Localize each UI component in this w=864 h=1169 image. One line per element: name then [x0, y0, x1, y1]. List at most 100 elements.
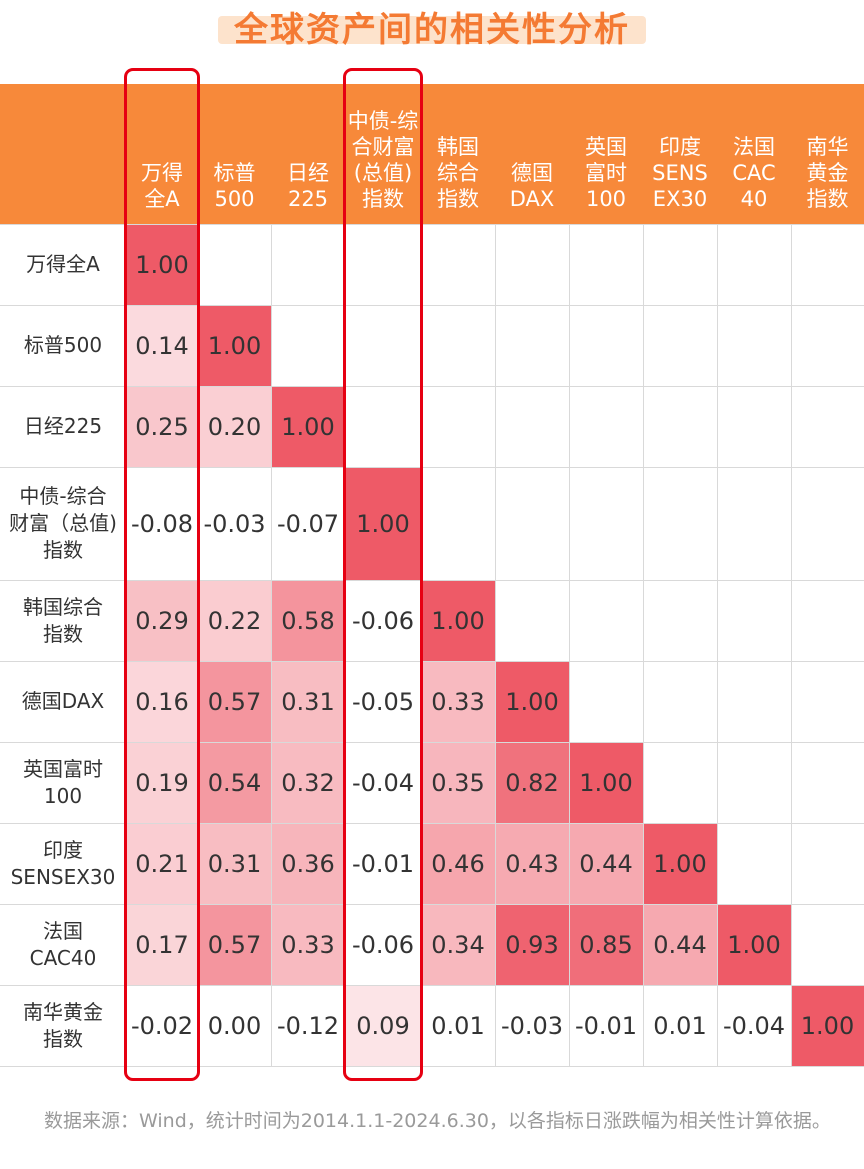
heatmap-cell: -0.03: [500, 1011, 564, 1040]
grid-line-horizontal: [0, 661, 864, 662]
heatmap-cell: 0.21: [126, 823, 198, 904]
heatmap-cell: 0.46: [421, 823, 495, 904]
heatmap-cell: -0.06: [351, 606, 415, 635]
column-header-line: 全A: [144, 187, 180, 211]
row-header: 印度 SENSEX30: [0, 823, 126, 904]
column-header-line: 指数: [362, 187, 404, 211]
column-header-line: (总值): [353, 161, 413, 185]
column-header-line: 标普: [213, 161, 256, 185]
page-title-area: 全球资产间的相关性分析: [0, 0, 864, 60]
row-header-line: 指数: [43, 621, 83, 646]
heatmap-cell: 1.00: [126, 224, 198, 305]
row-header-line: 财富（总值): [9, 511, 117, 535]
grid-line-vertical: [717, 224, 718, 1066]
column-header-line: 日经: [287, 161, 329, 185]
grid-line-horizontal: [0, 305, 864, 306]
heatmap-cell: -0.01: [351, 849, 415, 878]
heatmap-cell: -0.07: [276, 509, 340, 538]
column-header-line: 富时: [585, 161, 627, 185]
column-header-line: 100: [585, 187, 627, 211]
heatmap-cell: 0.85: [569, 904, 643, 985]
row-header-line: 指数: [43, 1026, 83, 1051]
heatmap-cell: 0.31: [198, 823, 271, 904]
heatmap-cell: 0.31: [271, 661, 345, 742]
grid-line-vertical: [791, 224, 792, 1066]
heatmap-cell: 1.00: [271, 386, 345, 467]
row-header: 日经225: [0, 386, 126, 467]
heatmap-cell: 0.29: [126, 580, 198, 661]
column-header: 韩国 综合 指数: [421, 84, 495, 224]
heatmap-cell: 0.33: [271, 904, 345, 985]
row-header: 韩国综合 指数: [0, 580, 126, 661]
column-header-line: 500: [214, 187, 255, 211]
heatmap-cell: -0.03: [203, 509, 266, 538]
heatmap-cell: 1.00: [643, 823, 717, 904]
row-header-line: 韩国综合: [23, 594, 103, 619]
row-header: 英国富时 100: [0, 742, 126, 823]
heatmap-cell: 0.44: [569, 823, 643, 904]
grid-line-vertical: [271, 224, 272, 1066]
grid-line-vertical: [643, 224, 644, 1066]
highlight-column-box: [343, 68, 423, 1081]
heatmap-cell: 0.14: [126, 305, 198, 386]
row-header-line: 南华黄金: [23, 999, 103, 1024]
row-header-line: 法国: [43, 918, 83, 943]
column-header-line: 综合: [437, 161, 479, 185]
grid-line-horizontal: [0, 985, 864, 986]
column-header-line: 韩国: [437, 135, 479, 159]
heatmap-cell: 0.01: [653, 1011, 707, 1040]
grid-line-horizontal: [0, 386, 864, 387]
column-header: 南华 黄金 指数: [791, 84, 864, 224]
column-header-line: 合财富: [351, 135, 415, 159]
column-header-line: 中债-综: [347, 109, 419, 133]
grid-line-horizontal: [0, 1066, 864, 1067]
column-header-line: 印度: [659, 135, 701, 159]
row-header-line: 印度: [43, 837, 83, 862]
column-header: 法国 CAC 40: [717, 84, 791, 224]
heatmap-cell: 0.57: [198, 661, 271, 742]
column-header-line: CAC: [732, 161, 776, 185]
heatmap-cell: 1.00: [569, 742, 643, 823]
row-header: 南华黄金 指数: [0, 985, 126, 1066]
heatmap-cell: 1.00: [198, 305, 271, 386]
grid-line-horizontal: [0, 580, 864, 581]
column-header-line: 万得: [141, 161, 183, 185]
column-header-line: 黄金: [806, 161, 849, 185]
heatmap-cell: -0.12: [276, 1011, 340, 1040]
row-header-line: 标普500: [23, 333, 103, 357]
highlight-column-box: [124, 68, 200, 1081]
heatmap-cell: 0.44: [643, 904, 717, 985]
title-highlight: [218, 16, 646, 44]
row-header: 中债-综合 财富（总值) 指数: [0, 467, 126, 580]
column-header: 德国 DAX: [495, 84, 569, 224]
heatmap-cell: 0.25: [126, 386, 198, 467]
heatmap-cell: 0.19: [126, 742, 198, 823]
heatmap-cell: -0.05: [351, 687, 415, 716]
header-background: [0, 84, 864, 224]
heatmap-cell: 0.20: [198, 386, 271, 467]
heatmap-cell: 0.33: [421, 661, 495, 742]
heatmap-cell: 0.36: [271, 823, 345, 904]
row-header-line: SENSEX30: [10, 864, 116, 889]
column-header-line: 40: [740, 187, 768, 211]
heatmap-cell: 0.16: [126, 661, 198, 742]
column-header: 英国 富时 100: [569, 84, 643, 224]
grid-line-horizontal: [0, 224, 864, 225]
row-header-line: CAC40: [29, 945, 97, 970]
column-header: 中债-综 合财富 (总值) 指数: [345, 84, 421, 224]
column-header-line: DAX: [509, 187, 555, 211]
heatmap-cell: 1.00: [717, 904, 791, 985]
heatmap-cell: -0.08: [130, 509, 194, 538]
grid-line-horizontal: [0, 823, 864, 824]
grid-line-vertical: [495, 224, 496, 1066]
row-header-line: 日经225: [23, 414, 103, 438]
heatmap-cell: -0.02: [130, 1011, 194, 1040]
row-header-line: 指数: [43, 538, 83, 562]
row-header-line: 德国DAX: [21, 689, 105, 713]
heatmap-cell: -0.04: [351, 768, 415, 797]
column-header: 印度 SENS EX30: [643, 84, 717, 224]
column-header-line: 指数: [437, 187, 479, 211]
column-header-line: 英国: [585, 135, 627, 159]
row-header-line: 万得全A: [26, 252, 100, 276]
